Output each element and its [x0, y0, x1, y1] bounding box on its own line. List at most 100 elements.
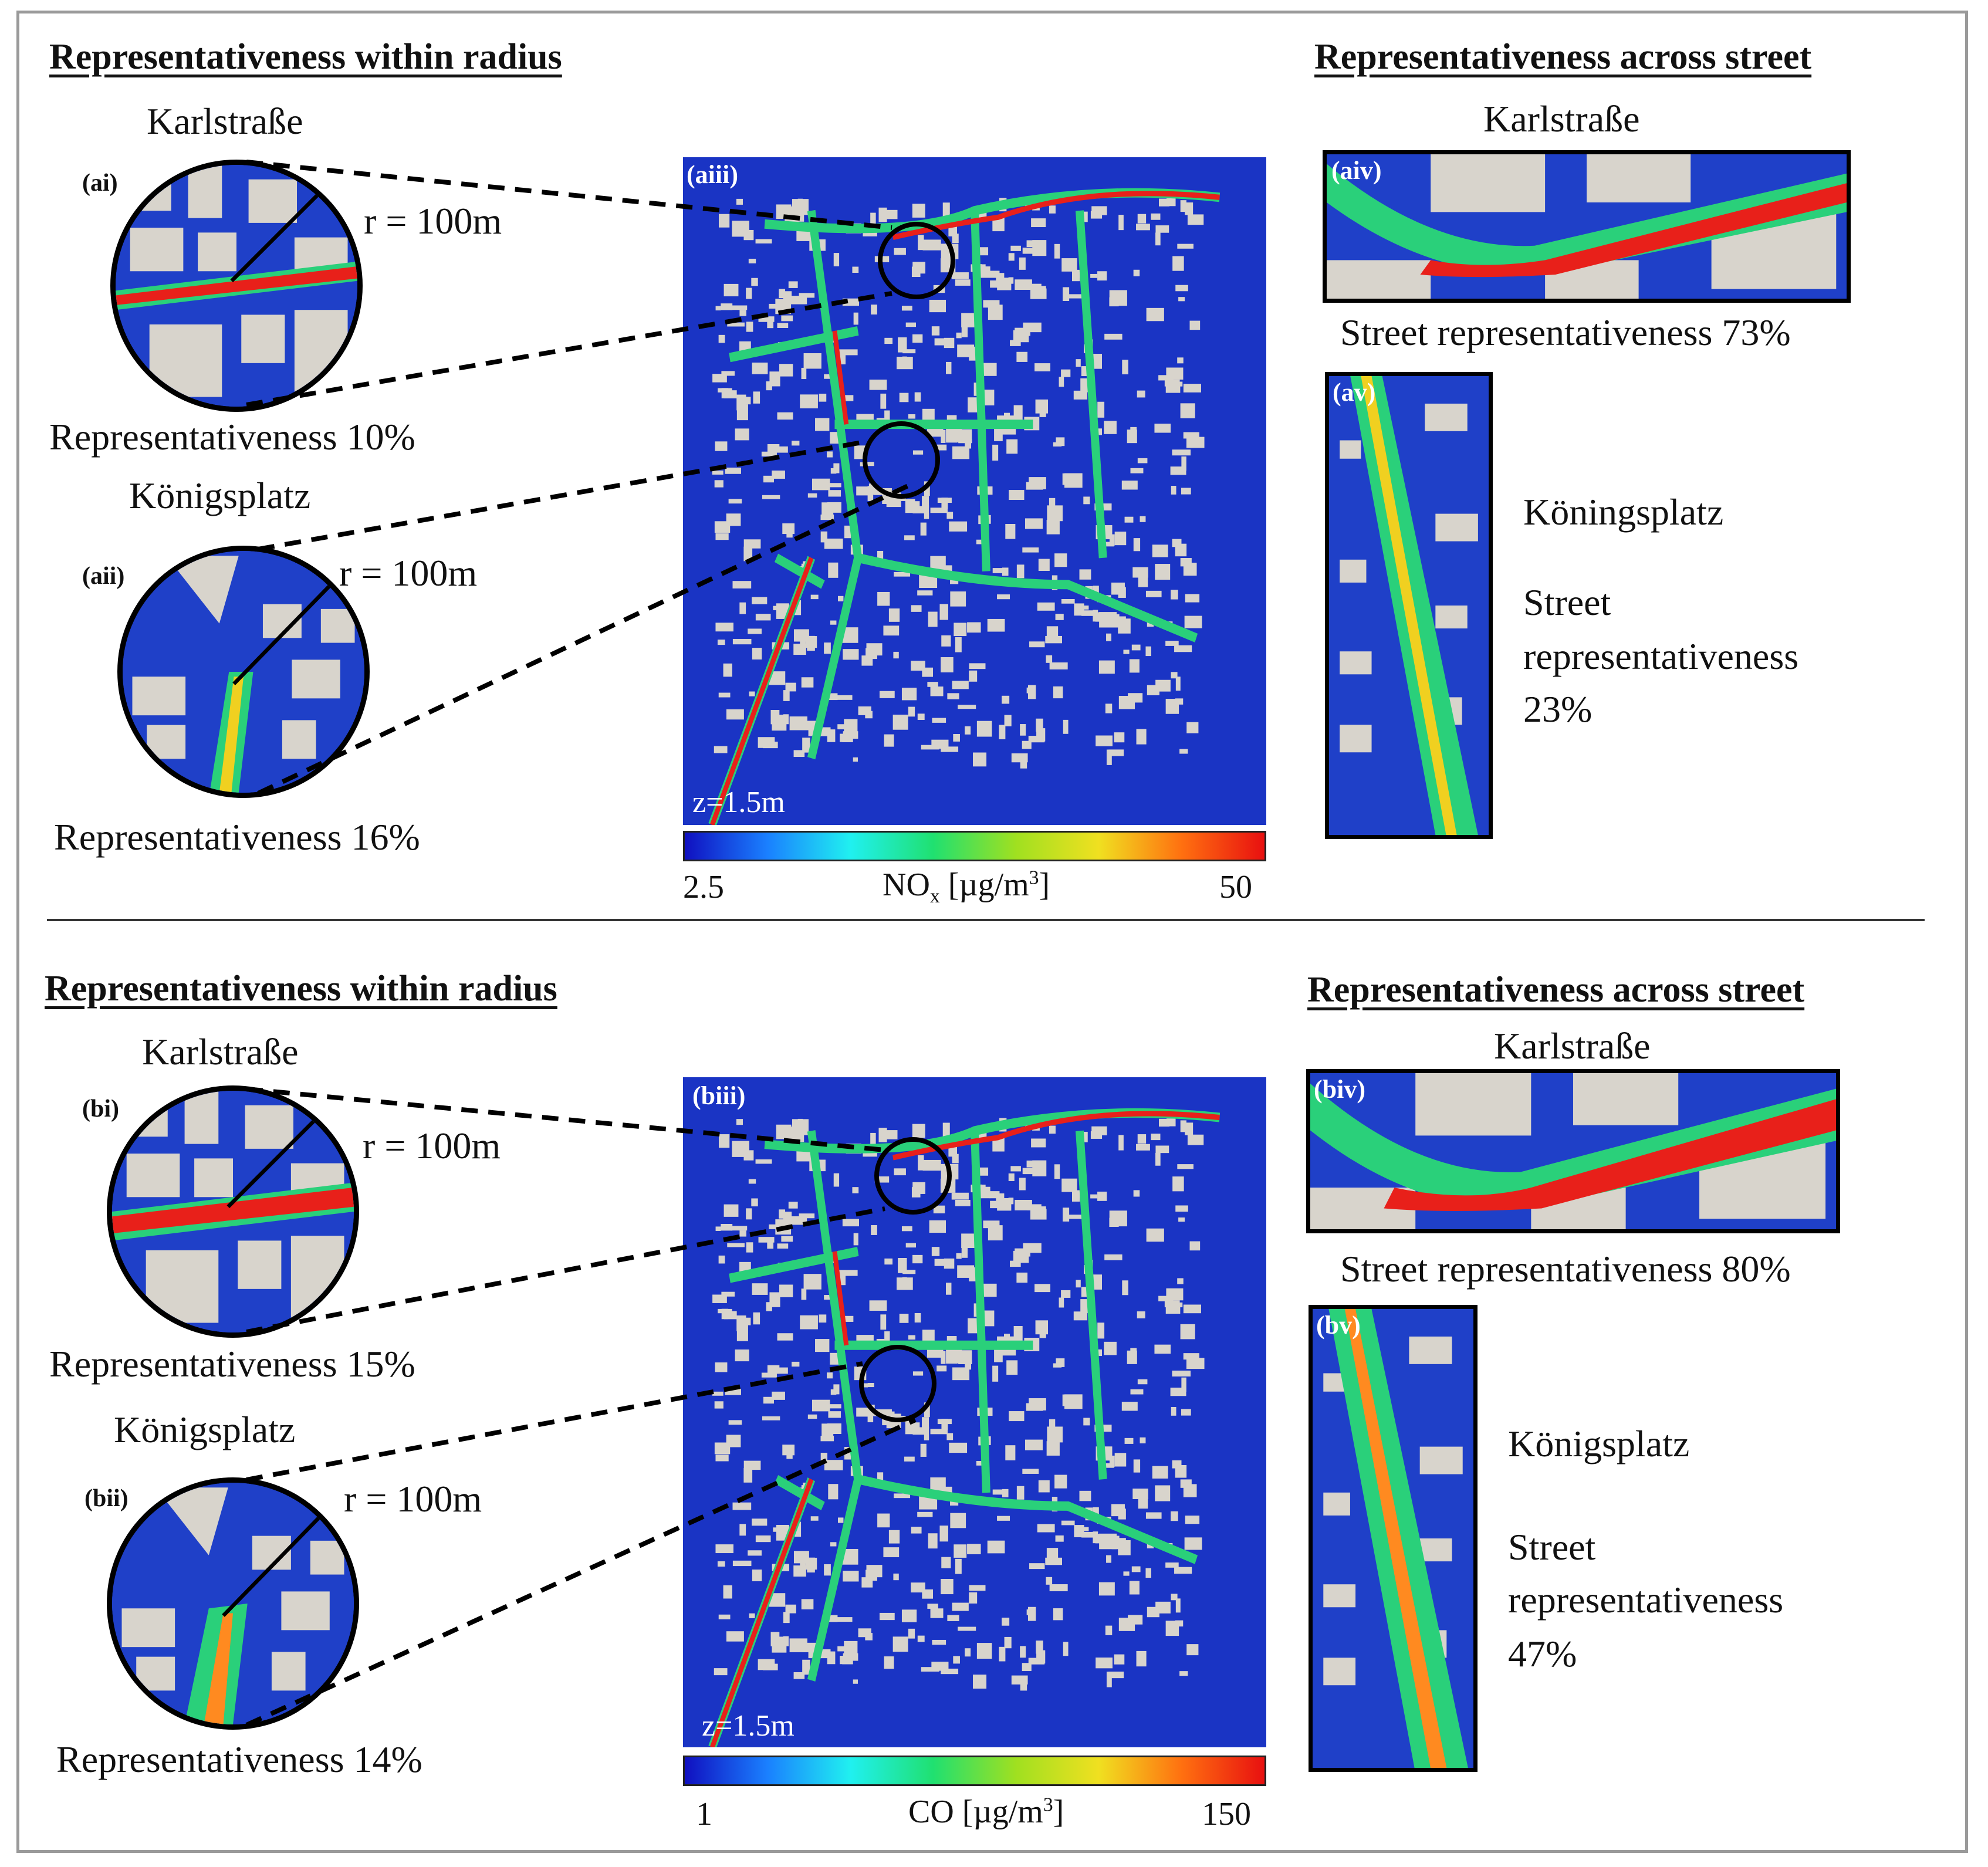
- heading-across-street-b: Representativeness across street: [1307, 970, 1805, 1010]
- map-building: [717, 1561, 725, 1567]
- map-building: [1172, 1370, 1191, 1377]
- map-building: [772, 1391, 785, 1400]
- map-building: [1171, 590, 1178, 600]
- map-building: [1152, 1466, 1168, 1479]
- map-building: [739, 602, 746, 614]
- map-building: [941, 1668, 959, 1675]
- map-building: [1185, 1516, 1200, 1524]
- map-building: [1037, 602, 1055, 611]
- map-building: [955, 637, 962, 652]
- map-building: [930, 686, 944, 696]
- map-building: [1130, 427, 1137, 440]
- map-building: [732, 581, 752, 588]
- map-building: [719, 1134, 730, 1148]
- map-building: [892, 1636, 908, 1652]
- map-building: [961, 322, 968, 337]
- map-building: [843, 1571, 859, 1582]
- map-building: [947, 1615, 959, 1621]
- map-building: [1180, 200, 1186, 212]
- map-building: [1002, 1618, 1010, 1626]
- map-building: [839, 349, 858, 356]
- map-building: [908, 1335, 916, 1340]
- map-building: [837, 1646, 845, 1652]
- map-building: [904, 535, 915, 540]
- map-building: [1096, 428, 1102, 435]
- map-building: [1101, 542, 1114, 547]
- map-building: [789, 1638, 807, 1652]
- tag-biv: (biv): [1314, 1075, 1365, 1104]
- map-building: [719, 214, 730, 228]
- map-building: [1054, 1474, 1067, 1489]
- map-building: [746, 322, 753, 332]
- map-building: [1136, 1144, 1150, 1151]
- map-building: [714, 521, 731, 533]
- map-building: [1171, 1511, 1178, 1521]
- map-street-glow: [971, 210, 990, 571]
- map-building: [950, 1513, 966, 1528]
- map-building: [752, 1283, 768, 1295]
- map-building: [1186, 1358, 1205, 1369]
- map-building: [934, 1259, 951, 1266]
- map-building: [928, 611, 938, 627]
- map-building: [1053, 686, 1063, 699]
- map-building: [941, 1419, 948, 1430]
- map-building: [933, 1205, 945, 1213]
- map-building: [955, 1558, 962, 1574]
- map-building: [1186, 437, 1205, 448]
- map-building: [958, 705, 976, 709]
- map-building: [821, 502, 834, 516]
- map-building: [1106, 1555, 1111, 1563]
- map-building: [1101, 1463, 1114, 1468]
- map-building: [736, 198, 743, 205]
- map-building: [1175, 1598, 1181, 1613]
- map-building: [839, 1270, 858, 1276]
- map-building: [1049, 1419, 1056, 1433]
- map-building: [905, 1243, 917, 1248]
- map-building: [714, 1401, 723, 1409]
- map-building: [1109, 534, 1115, 546]
- map-building: [777, 1243, 789, 1249]
- map-building: [1037, 1524, 1055, 1533]
- map-building: [1133, 1459, 1141, 1473]
- street-karl-title-b: Karlstraße: [1494, 1025, 1651, 1067]
- co-colorbar-min: 1: [696, 1796, 712, 1832]
- map-building: [815, 1339, 830, 1352]
- map-building: [941, 1557, 951, 1568]
- map-building: [725, 467, 742, 474]
- map-building: [797, 1118, 803, 1132]
- map-building: [942, 202, 950, 217]
- map-building: [762, 1416, 780, 1420]
- map-building: [792, 441, 800, 446]
- map-building: [961, 1243, 968, 1258]
- map-building: [1152, 544, 1168, 557]
- map-building: [901, 688, 917, 701]
- map-building: [1059, 377, 1064, 387]
- map-building: [748, 1550, 762, 1556]
- street-koenig-line3-a: 23%: [1523, 688, 1593, 730]
- map-building: [779, 1284, 793, 1297]
- map-building: [956, 1253, 962, 1259]
- map-building: [869, 379, 887, 390]
- map-building: [911, 1187, 921, 1198]
- map-building: [958, 1626, 976, 1631]
- map-building: [843, 649, 859, 660]
- map-building: [874, 488, 892, 495]
- map-building: [952, 1154, 959, 1164]
- map-building: [717, 640, 725, 645]
- nox-label-unit: [µg/m: [939, 867, 1029, 903]
- map-building: [947, 693, 959, 699]
- map-building: [945, 1283, 952, 1295]
- map-building: [992, 444, 999, 461]
- map-building: [748, 1179, 756, 1184]
- map-building: [867, 1407, 874, 1423]
- map-building: [1056, 1358, 1065, 1367]
- map-building: [1128, 1615, 1143, 1625]
- map-building: [743, 1468, 753, 1483]
- map-building: [1158, 1296, 1169, 1301]
- map-building: [790, 1216, 807, 1225]
- map-building: [1155, 232, 1161, 246]
- map-building: [1026, 1609, 1034, 1615]
- map-building: [752, 1570, 762, 1582]
- map-building: [930, 508, 948, 513]
- map-building: [1096, 735, 1113, 746]
